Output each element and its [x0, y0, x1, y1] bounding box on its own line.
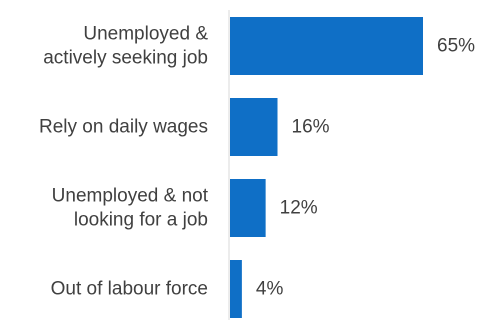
bars-group [230, 17, 423, 318]
bar-3 [230, 260, 242, 318]
value-label-1: 16% [292, 117, 330, 138]
value-label-0: 65% [437, 36, 475, 57]
category-label-1: Rely on daily wages [39, 117, 208, 138]
category-label-3: Out of labour force [51, 279, 208, 300]
value-labels-group: 65% 16% 12% 4% [256, 36, 475, 300]
value-label-2: 12% [280, 198, 318, 219]
bar-2 [230, 179, 266, 237]
category-label-2: Unemployed & not looking for a job [52, 186, 209, 231]
bar-1 [230, 98, 278, 156]
category-labels-group: Unemployed & actively seeking job Rely on … [39, 24, 209, 300]
category-label-0: Unemployed & actively seeking job [43, 24, 208, 69]
bar-0 [230, 17, 423, 75]
value-label-3: 4% [256, 279, 284, 300]
